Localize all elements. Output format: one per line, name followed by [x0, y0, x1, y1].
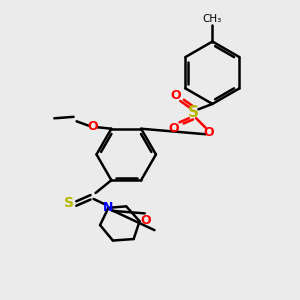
Text: N: N — [103, 201, 114, 214]
Text: O: O — [88, 120, 98, 133]
Text: S: S — [64, 196, 74, 210]
Text: CH₃: CH₃ — [203, 14, 222, 24]
Text: S: S — [188, 105, 199, 120]
Text: O: O — [141, 214, 152, 227]
Text: O: O — [204, 126, 214, 139]
Text: O: O — [169, 122, 179, 135]
Text: O: O — [170, 88, 181, 101]
